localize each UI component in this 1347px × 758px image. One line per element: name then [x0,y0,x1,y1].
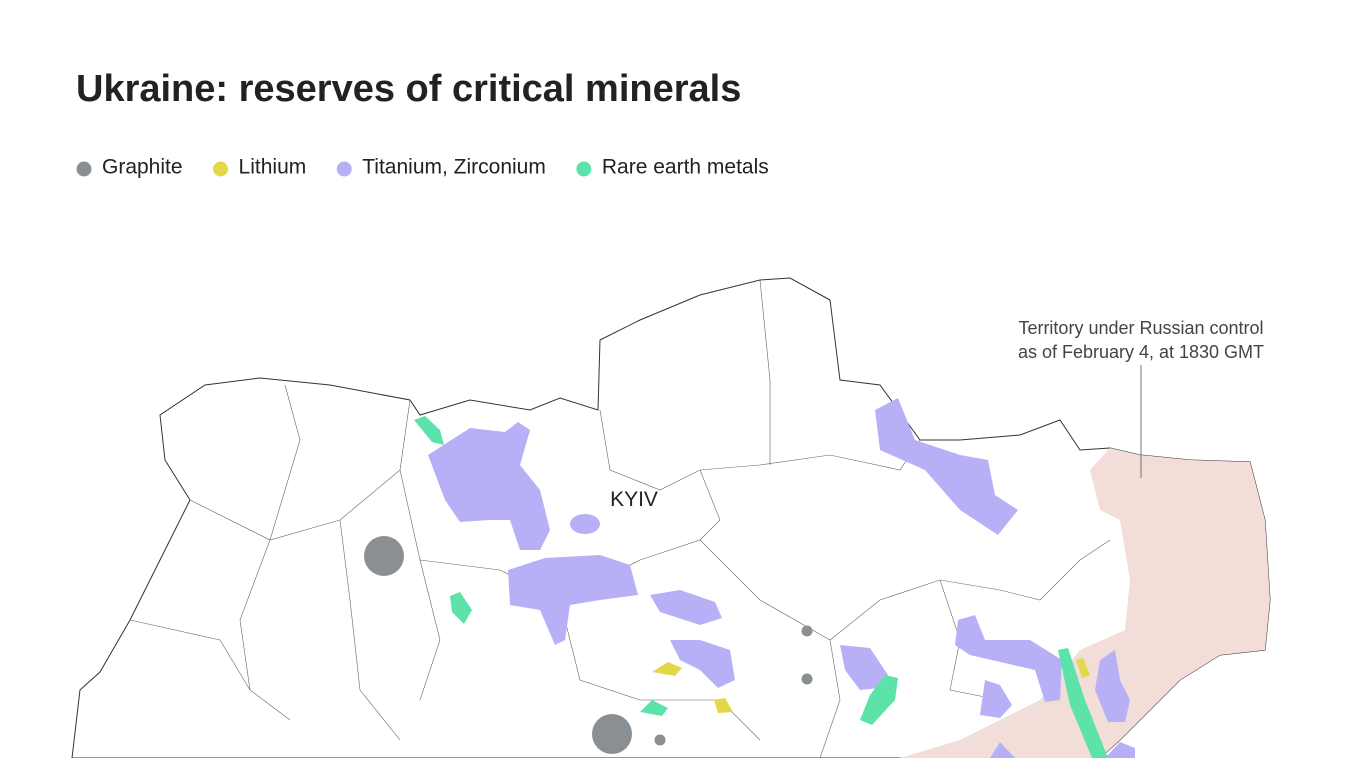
graphite-deposit [592,714,632,754]
legend-label: Graphite [102,156,183,179]
rare-earth-deposit [450,592,472,624]
legend-label: Lithium [239,156,307,179]
annotation-line: as of February 4, at 1830 GMT [1018,342,1264,362]
occupied-territory [900,448,1270,758]
titanium-deposit [428,422,550,550]
title: Ukraine: reserves of critical minerals [76,68,741,110]
region-borders [129,279,1111,758]
rare-earth-deposit [1058,648,1108,758]
annotation-line: Territory under Russian control [1018,318,1263,338]
titanium-deposit [650,590,722,625]
rare-earth-deposit [414,416,444,445]
legend-label: Titanium, Zirconium [362,156,546,179]
titanium-deposit [955,615,1062,702]
titanium-deposit [875,398,1018,535]
titanium-deposit [570,514,600,534]
mineral-deposits [364,398,1135,758]
legend-label: Rare earth metals [602,156,769,179]
map: KYIV Territory under Russian control as … [71,277,1271,758]
titanium-deposit [840,645,888,690]
lithium-deposit [652,662,682,676]
titanium-deposit [980,680,1012,718]
titanium-deposit [1095,650,1130,722]
graphite-deposit [654,734,666,746]
city-label: KYIV [610,488,658,511]
legend: Graphite Lithium Titanium, Zirconium Rare e… [76,156,769,179]
titanium-deposit [508,555,638,645]
rare-earth-deposit [860,675,898,725]
graphite-deposit [801,625,813,637]
titanium-deposit [670,640,735,688]
rare-earth-deposit [640,700,668,716]
lithium-deposit [714,698,733,713]
legend-marker [76,161,92,177]
graphite-deposit [364,536,404,576]
legend-marker [213,161,229,177]
legend-marker [336,161,352,177]
titanium-deposit [990,742,1135,758]
legend-marker [576,161,592,177]
graphite-deposit [801,673,813,685]
lithium-deposit [1076,658,1090,678]
